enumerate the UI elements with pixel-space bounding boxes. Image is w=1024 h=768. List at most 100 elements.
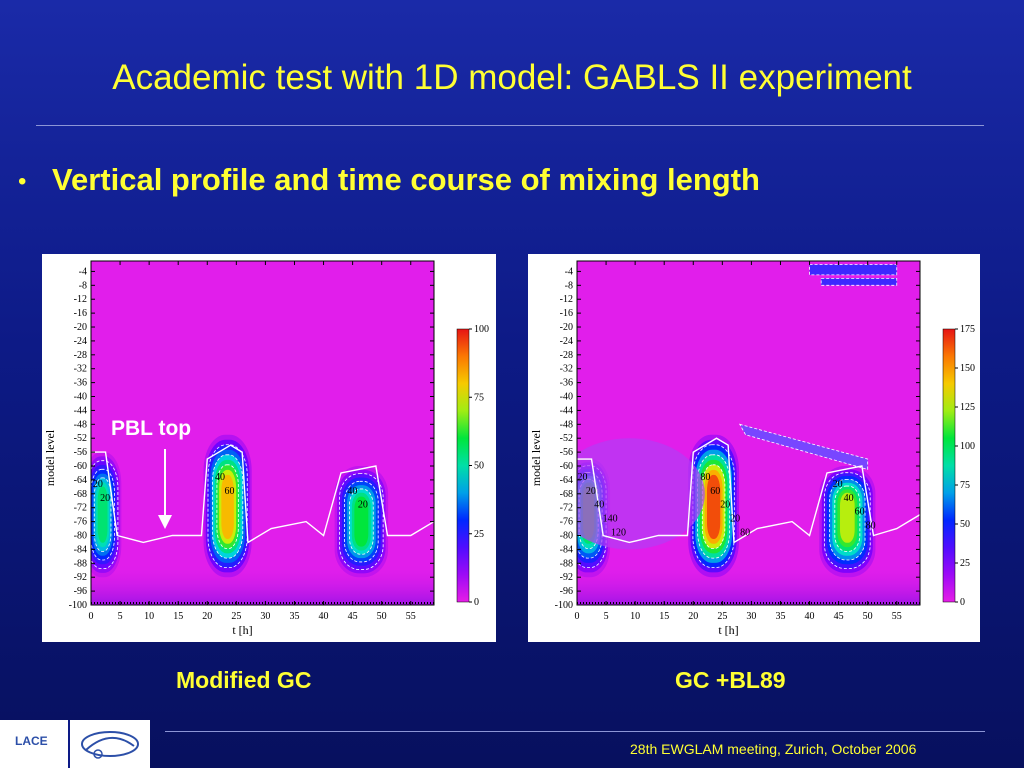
- heat-level: [706, 474, 721, 539]
- chart-panel-right: 20 20 40 140 120 80 60 20 20 80 20 40 60 80 -4 -8 -12 -16…: [528, 254, 980, 642]
- y-tick-label: -60: [560, 461, 573, 472]
- y-tick-label: -76: [74, 517, 87, 528]
- contour-line: [339, 473, 384, 570]
- contour-label: 40: [215, 472, 225, 483]
- caption-gc-bl89: GC +BL89: [675, 667, 786, 693]
- y-tick-label: -64: [560, 475, 573, 486]
- colorbar-tick-label: 125: [960, 402, 975, 413]
- heat-blob: [334, 466, 389, 578]
- plot-frame: [576, 260, 921, 606]
- y-tick-label: -40: [560, 392, 573, 403]
- contour-label: 40: [347, 486, 357, 497]
- y-tick-label: -44: [560, 405, 573, 416]
- contour-line: [93, 477, 112, 552]
- x-tick-label: 10: [630, 611, 640, 622]
- colorbar-tick-label: 50: [960, 519, 970, 530]
- x-tick-label: 10: [144, 611, 154, 622]
- contour-line: [91, 460, 119, 569]
- colorbar-tick-label: 150: [960, 363, 975, 374]
- colorbar: [942, 328, 956, 603]
- y-tick-label: -60: [74, 461, 87, 472]
- plot-frame: [90, 260, 435, 606]
- x-tick-label: 45: [834, 611, 844, 622]
- y-tick-label: -24: [560, 336, 573, 347]
- x-tick-label: 5: [118, 611, 123, 622]
- colorbar-tick-label: 0: [960, 597, 965, 608]
- y-tick-label: -80: [560, 531, 573, 542]
- x-tick-label: 5: [604, 611, 609, 622]
- footer-text: 28th EWGLAM meeting, Zurich, October 200…: [630, 741, 917, 757]
- x-tick-label: 50: [863, 611, 873, 622]
- contour-label: 20: [730, 514, 740, 525]
- pbl-top-line: [577, 437, 920, 544]
- colorbar-tick-label: 75: [474, 392, 484, 403]
- contour-line: [212, 454, 244, 559]
- heat-level: [97, 486, 108, 543]
- x-tick-label: 35: [289, 611, 299, 622]
- top-feature: [809, 264, 898, 276]
- y-tick-label: -76: [560, 517, 573, 528]
- contour-label: 20: [93, 479, 103, 490]
- x-tick-label: 0: [89, 611, 94, 622]
- x-tick-label: 50: [377, 611, 387, 622]
- contour-label: 20: [358, 500, 368, 511]
- contour-label: 20: [577, 472, 587, 483]
- bullet-dot-icon: •: [18, 168, 27, 195]
- bullet-text: Vertical profile and time course of mixi…: [52, 162, 760, 197]
- x-tick-label: 30: [746, 611, 756, 622]
- y-tick-label: -20: [74, 322, 87, 333]
- y-tick-label: -56: [560, 447, 573, 458]
- x-tick-label: 15: [659, 611, 669, 622]
- colorbar-tick-label: 25: [960, 558, 970, 569]
- x-tick-label: 55: [406, 611, 416, 622]
- pbl-arrow-icon: [158, 449, 172, 529]
- x-tick-label: 30: [260, 611, 270, 622]
- chart-gc-bl89: 202040140120806020208020406080-4-8-12-16…: [529, 260, 975, 637]
- diagonal-feature: [738, 423, 869, 471]
- heat-blob: [91, 452, 122, 578]
- lace-logo: LACE: [15, 734, 48, 748]
- y-tick-label: -96: [560, 586, 573, 597]
- x-tick-label: 25: [231, 611, 241, 622]
- x-tick-label: 20: [202, 611, 212, 622]
- contour-label: 40: [844, 493, 854, 504]
- footer-logos: [0, 720, 150, 768]
- x-tick-label: 20: [688, 611, 698, 622]
- y-tick-label: -8: [565, 280, 573, 291]
- surface-band: [577, 563, 920, 605]
- x-tick-label: 40: [805, 611, 815, 622]
- chart-panel-left: 20 20 40 60 40 20 -4 -8 -12 -16 -20 -24 -28 -32 -36 -40…: [42, 254, 496, 642]
- contour-line: [207, 444, 248, 569]
- footer-divider: [165, 731, 985, 732]
- y-tick-label: -88: [560, 558, 573, 569]
- surface-band: [91, 563, 434, 605]
- contour-line: [344, 480, 379, 563]
- y-tick-label: -100: [69, 600, 87, 611]
- heat-blob: [688, 434, 740, 578]
- heat-level: [354, 496, 369, 547]
- contour-label: 20: [833, 479, 843, 490]
- title-divider: [36, 125, 984, 126]
- contour-label: 20: [586, 486, 596, 497]
- contour-label: 120: [611, 528, 626, 539]
- contour-line: [349, 488, 374, 555]
- y-tick-label: -96: [74, 586, 87, 597]
- colorbar-tick-label: 50: [474, 461, 484, 472]
- y-tick-label: -16: [74, 308, 87, 319]
- x-tick-label: 15: [173, 611, 183, 622]
- y-tick-label: -64: [74, 475, 87, 486]
- contour-label: 80: [700, 472, 710, 483]
- y-tick-label: -36: [560, 378, 573, 389]
- y-tick-label: -12: [560, 294, 573, 305]
- y-tick-label: -40: [74, 392, 87, 403]
- y-tick-label: -28: [560, 350, 573, 361]
- heat-blob: [203, 434, 252, 578]
- colorbar-tick-label: 0: [474, 597, 479, 608]
- x-tick-label: 0: [575, 611, 580, 622]
- colorbar-tick-label: 75: [960, 480, 970, 491]
- y-tick-label: -4: [79, 266, 87, 277]
- colorbar-tick-label: 25: [474, 529, 484, 540]
- y-tick-label: -28: [74, 350, 87, 361]
- contour-line: [834, 485, 861, 552]
- y-tick-label: -84: [74, 544, 87, 555]
